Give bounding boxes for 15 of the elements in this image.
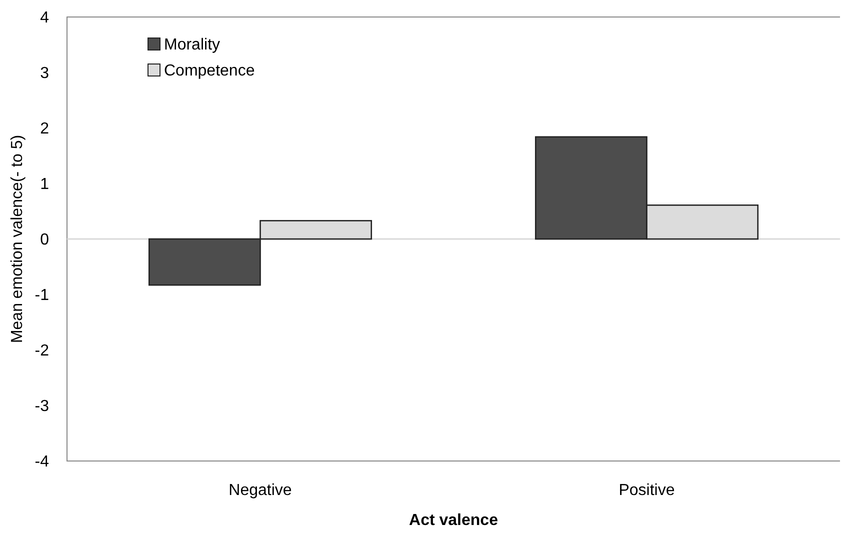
y-tick-label: -3 — [34, 398, 50, 416]
y-tick-label: -1 — [34, 287, 50, 304]
legend-label: Morality — [164, 36, 220, 54]
y-tick-label: 4 — [40, 10, 50, 27]
x-axis-title: Act valence — [409, 512, 498, 529]
y-tick-label: 3 — [40, 65, 50, 82]
y-tick-label: -2 — [34, 342, 50, 360]
x-tick-label: Negative — [228, 482, 292, 499]
x-tick-label: Positive — [618, 482, 675, 499]
y-tick-label: 1 — [40, 176, 50, 194]
legend-label: Competence — [164, 62, 255, 80]
y-axis-title: Mean emotion valence(- to 5) — [9, 134, 26, 344]
y-tick-label: -4 — [34, 454, 50, 471]
y-tick-label: 0 — [40, 232, 50, 249]
y-tick-label: 2 — [40, 120, 50, 138]
